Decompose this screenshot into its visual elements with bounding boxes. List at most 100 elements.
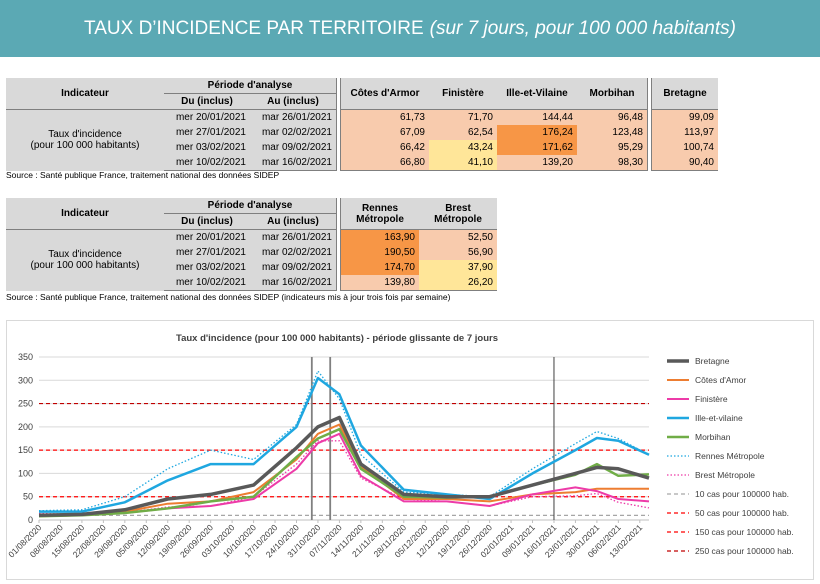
value-cell: 190,50 <box>340 245 419 260</box>
header-du: Du (inclus) <box>164 213 250 230</box>
row-label: Taux d'incidence (pour 100 000 habitants… <box>6 109 164 171</box>
territory-incidence-table: Indicateur Période d'analyse Côtes d'Arm… <box>6 78 718 171</box>
header-territory: Ille-et-Vilaine <box>497 78 577 110</box>
value-cell: 98,30 <box>577 155 648 171</box>
series-line <box>38 423 649 518</box>
y-tick-label: 350 <box>18 352 33 362</box>
header-territory: Bretagne <box>651 78 718 110</box>
value-cell: 176,24 <box>497 125 577 140</box>
header-au: Au (inclus) <box>250 213 337 230</box>
row-label: Taux d'incidence (pour 100 000 habitants… <box>6 229 164 291</box>
header-banner: TAUX D’INCIDENCE PAR TERRITOIRE (sur 7 j… <box>0 0 820 57</box>
value-cell: 71,70 <box>429 109 497 125</box>
date-au: mar 16/02/2021 <box>250 155 337 171</box>
value-cell: 113,97 <box>651 125 718 140</box>
incidence-chart-svg: Taux d'incidence (pour 100 000 habitants… <box>6 333 794 559</box>
value-cell: 100,74 <box>651 140 718 155</box>
header-au: Au (inclus) <box>250 93 337 110</box>
value-cell: 163,90 <box>340 229 419 245</box>
header-territory: Morbihan <box>577 78 648 110</box>
header-territory: Brest Métropole <box>419 198 497 230</box>
date-du: mer 20/01/2021 <box>164 109 250 125</box>
legend-label: Ille-et-vilaine <box>695 413 743 423</box>
legend-label: Côtes d'Amor <box>695 375 746 385</box>
date-du: mer 20/01/2021 <box>164 229 250 245</box>
date-au: mar 26/01/2021 <box>250 109 337 125</box>
y-tick-label: 300 <box>18 375 33 385</box>
value-cell: 52,50 <box>419 229 497 245</box>
value-cell: 174,70 <box>340 260 419 275</box>
y-tick-label: 100 <box>18 468 33 478</box>
value-cell: 41,10 <box>429 155 497 171</box>
page-title: TAUX D’INCIDENCE PAR TERRITOIRE <box>84 17 424 39</box>
header-territory: Finistère <box>429 78 497 110</box>
header-du: Du (inclus) <box>164 93 250 110</box>
y-tick-label: 50 <box>23 492 33 502</box>
metropole-incidence-table: Indicateur Période d'analyse Rennes Métr… <box>6 198 497 291</box>
value-cell: 123,48 <box>577 125 648 140</box>
value-cell: 95,29 <box>577 140 648 155</box>
legend-label: Finistère <box>695 394 728 404</box>
header-territory: Rennes Métropole <box>340 198 419 230</box>
value-cell: 90,40 <box>651 155 718 171</box>
value-cell: 96,48 <box>577 109 648 125</box>
header-indicateur: Indicateur <box>6 78 164 110</box>
row-label-line1: Taux d'incidence <box>48 249 122 261</box>
value-cell: 171,62 <box>497 140 577 155</box>
value-cell: 67,09 <box>340 125 429 140</box>
incidence-chart: Taux d'incidence (pour 100 000 habitants… <box>6 320 814 580</box>
date-du: mer 03/02/2021 <box>164 260 250 275</box>
date-du: mer 27/01/2021 <box>164 125 250 140</box>
header-territory-line2: Métropole <box>356 213 404 225</box>
header-territory-line1: Brest <box>445 202 471 214</box>
value-cell: 56,90 <box>419 245 497 260</box>
value-cell: 37,90 <box>419 260 497 275</box>
date-au: mar 16/02/2021 <box>250 275 337 291</box>
source-note: Source : Santé publique France, traiteme… <box>6 170 280 180</box>
legend-label: 50 cas pour 100000 hab. <box>695 508 789 518</box>
date-au: mar 02/02/2021 <box>250 125 337 140</box>
value-cell: 139,80 <box>340 275 419 291</box>
legend-label: 150 cas pour 100000 hab. <box>695 527 794 537</box>
series-line <box>38 370 650 512</box>
date-au: mar 02/02/2021 <box>250 245 337 260</box>
header-periode: Période d'analyse <box>164 78 337 94</box>
header-territory-line1: Rennes <box>361 202 399 214</box>
source-note: Source : Santé publique France, traiteme… <box>6 292 451 302</box>
value-cell: 99,09 <box>651 109 718 125</box>
value-cell: 66,42 <box>340 140 429 155</box>
legend-label: 250 cas pour 100000 hab. <box>695 546 794 556</box>
legend-label: 10 cas pour 100000 hab. <box>695 489 789 499</box>
date-du: mer 27/01/2021 <box>164 245 250 260</box>
header-indicateur: Indicateur <box>6 198 164 230</box>
header-territory-line2: Métropole <box>434 213 482 225</box>
date-du: mer 10/02/2021 <box>164 155 250 171</box>
date-au: mar 09/02/2021 <box>250 140 337 155</box>
row-label-line1: Taux d'incidence <box>48 129 122 141</box>
series-line <box>39 376 650 513</box>
column-separator <box>336 78 341 171</box>
page-subtitle: (sur 7 jours, pour 100 000 habitants) <box>429 17 736 39</box>
y-tick-label: 250 <box>18 399 33 409</box>
legend-label: Rennes Métropole <box>695 451 765 461</box>
header-territory: Côtes d'Armor <box>340 78 429 110</box>
value-cell: 43,24 <box>429 140 497 155</box>
row-label-line2: (pour 100 000 habitants) <box>30 140 140 152</box>
value-cell: 144,44 <box>497 109 577 125</box>
legend-label: Bretagne <box>695 356 730 366</box>
chart-title: Taux d'incidence (pour 100 000 habitants… <box>176 333 498 344</box>
series-line <box>38 432 650 517</box>
value-cell: 139,20 <box>497 155 577 171</box>
date-au: mar 26/01/2021 <box>250 229 337 245</box>
value-cell: 66,80 <box>340 155 429 171</box>
legend-label: Morbihan <box>695 432 731 442</box>
date-au: mar 09/02/2021 <box>250 260 337 275</box>
y-tick-label: 0 <box>28 515 33 525</box>
value-cell: 61,73 <box>340 109 429 125</box>
value-cell: 62,54 <box>429 125 497 140</box>
y-tick-label: 150 <box>18 445 33 455</box>
date-du: mer 03/02/2021 <box>164 140 250 155</box>
column-separator <box>336 198 341 291</box>
column-separator <box>647 78 652 171</box>
value-cell: 26,20 <box>419 275 497 291</box>
